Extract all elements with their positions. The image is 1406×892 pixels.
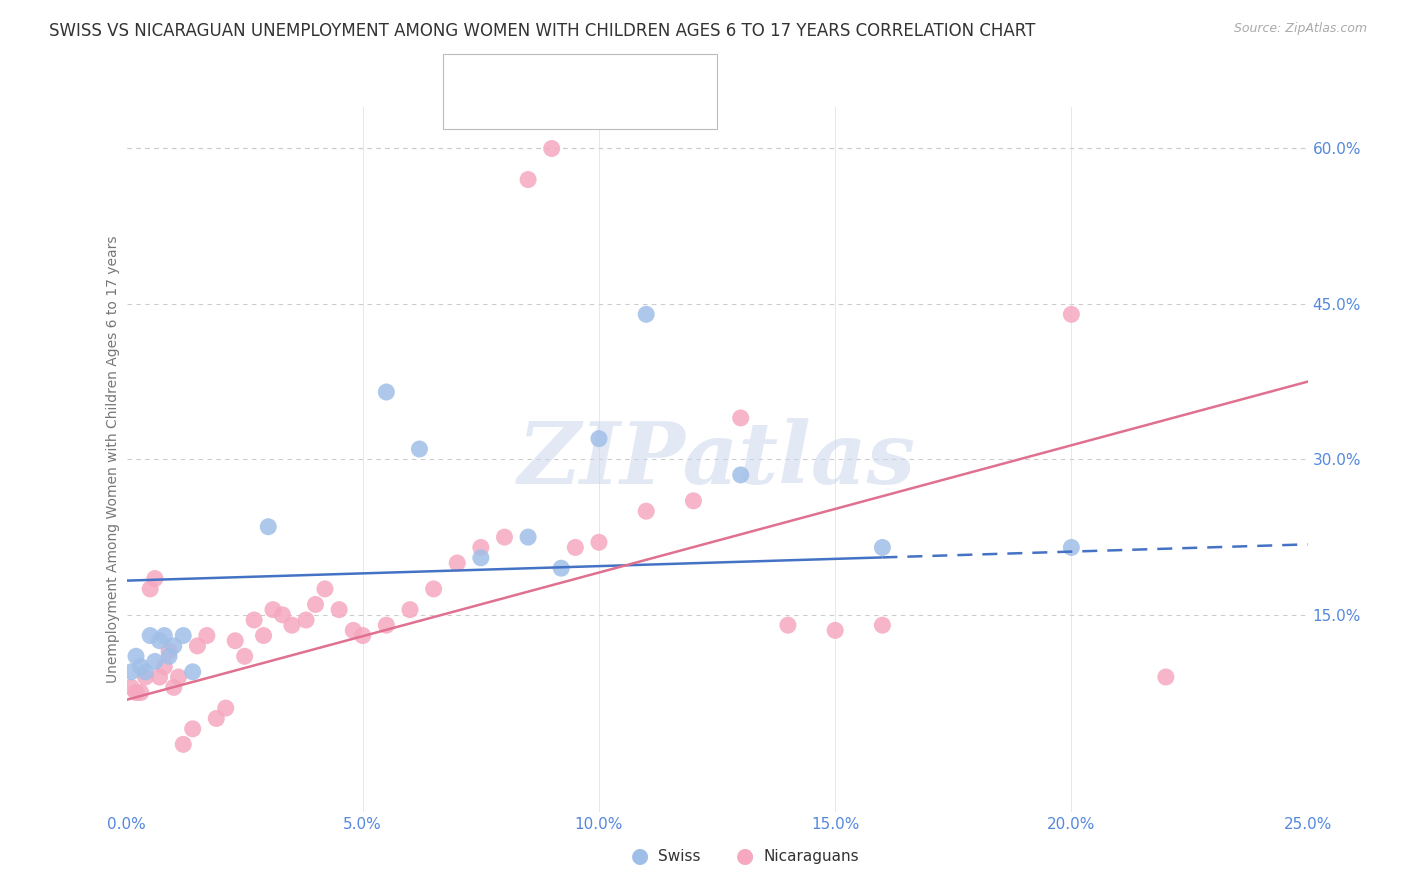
Text: Nicaraguans: Nicaraguans — [763, 849, 859, 863]
Point — [172, 628, 194, 642]
Text: SWISS VS NICARAGUAN UNEMPLOYMENT AMONG WOMEN WITH CHILDREN AGES 6 TO 17 YEARS CO: SWISS VS NICARAGUAN UNEMPLOYMENT AMONG W… — [49, 22, 1036, 40]
Point — [304, 598, 326, 612]
Point — [125, 685, 148, 699]
Point — [588, 432, 610, 446]
Text: R =: R = — [478, 103, 515, 120]
Point — [143, 655, 166, 669]
Text: 0.073: 0.073 — [523, 65, 569, 83]
Point — [550, 561, 572, 575]
Point — [215, 701, 238, 715]
Text: N =: N = — [582, 65, 630, 83]
Point — [281, 618, 304, 632]
Text: ●: ● — [631, 847, 648, 866]
Point — [139, 582, 162, 596]
Text: 0.375: 0.375 — [523, 103, 569, 120]
Point — [252, 628, 274, 642]
Point — [172, 737, 194, 751]
Point — [399, 602, 422, 616]
Point — [872, 618, 894, 632]
Point — [375, 618, 398, 632]
Point — [129, 659, 152, 673]
Point — [153, 659, 176, 673]
Point — [540, 141, 562, 155]
FancyBboxPatch shape — [443, 54, 717, 129]
Point — [143, 572, 166, 586]
Point — [446, 556, 468, 570]
Text: Swiss: Swiss — [658, 849, 700, 863]
Point — [125, 649, 148, 664]
Point — [776, 618, 799, 632]
Point — [872, 541, 894, 555]
Point — [181, 665, 204, 679]
Point — [824, 624, 846, 638]
Point — [120, 681, 142, 695]
Point — [517, 530, 540, 544]
Point — [120, 665, 142, 679]
Point — [564, 541, 586, 555]
Text: N =: N = — [582, 103, 630, 120]
Point — [1060, 541, 1083, 555]
Point — [295, 613, 318, 627]
Point — [588, 535, 610, 549]
Text: 48: 48 — [644, 103, 668, 120]
Point — [730, 411, 752, 425]
Point — [186, 639, 208, 653]
Point — [134, 670, 156, 684]
Point — [1154, 670, 1177, 684]
Point — [157, 649, 180, 664]
Text: 23: 23 — [644, 65, 668, 83]
Text: R =: R = — [478, 65, 515, 83]
Point — [262, 602, 284, 616]
Point — [134, 665, 156, 679]
Point — [636, 504, 658, 518]
Point — [163, 639, 186, 653]
Point — [342, 624, 364, 638]
Point — [233, 649, 256, 664]
Point — [271, 607, 294, 622]
Point — [422, 582, 444, 596]
Text: ●: ● — [737, 847, 754, 866]
Point — [195, 628, 218, 642]
Point — [149, 670, 172, 684]
Point — [157, 644, 180, 658]
Point — [205, 711, 228, 725]
Point — [129, 685, 152, 699]
Point — [224, 633, 246, 648]
Point — [408, 442, 430, 456]
Point — [517, 172, 540, 186]
Text: ZIPatlas: ZIPatlas — [517, 417, 917, 501]
Point — [153, 628, 176, 642]
Point — [328, 602, 350, 616]
Point — [139, 628, 162, 642]
Point — [149, 633, 172, 648]
Point — [167, 670, 190, 684]
Point — [257, 520, 280, 534]
Point — [682, 493, 704, 508]
Point — [163, 681, 186, 695]
Point — [375, 384, 398, 399]
Point — [636, 307, 658, 321]
Point — [730, 467, 752, 482]
Point — [470, 550, 492, 565]
Point — [181, 722, 204, 736]
Point — [314, 582, 336, 596]
Point — [470, 541, 492, 555]
Point — [243, 613, 266, 627]
Point — [494, 530, 516, 544]
Y-axis label: Unemployment Among Women with Children Ages 6 to 17 years: Unemployment Among Women with Children A… — [105, 235, 120, 683]
Text: Source: ZipAtlas.com: Source: ZipAtlas.com — [1233, 22, 1367, 36]
Point — [1060, 307, 1083, 321]
Point — [352, 628, 374, 642]
